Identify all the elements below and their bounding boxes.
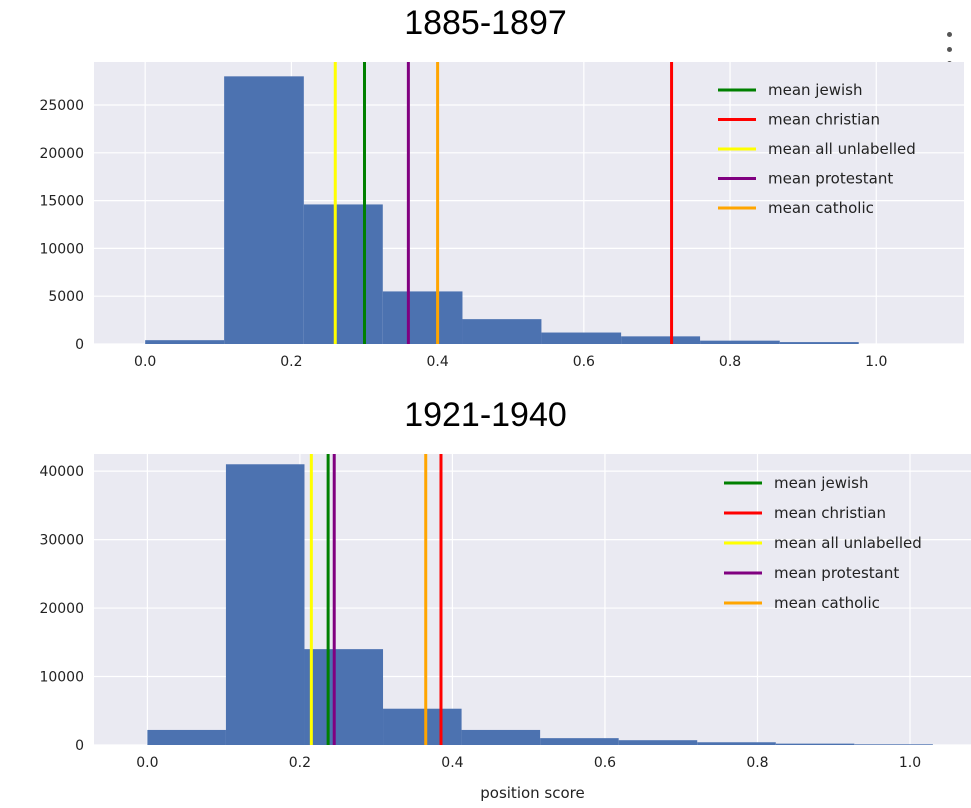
y-tick-label: 20000: [39, 601, 84, 617]
x-tick-label: 0.4: [441, 755, 463, 771]
y-tick-label: 0: [75, 738, 84, 754]
histogram-bar: [540, 738, 619, 745]
legend-label: mean all unlabelled: [768, 140, 916, 158]
x-tick-label: 0.6: [573, 354, 595, 370]
histogram-bar: [779, 342, 859, 344]
chart-title-1: 1885-1897: [404, 4, 567, 42]
x-tick-label: 0.4: [426, 354, 448, 370]
y-tick-label: 10000: [39, 670, 84, 686]
histogram-bar: [224, 76, 304, 344]
x-tick-label: 0.8: [746, 755, 768, 771]
histogram-chart-1921-1940: 0.0 0.2 0.4 0.6 0.8 1.0 0 10000 20000 30000 40000 p…: [39, 454, 971, 802]
y-tick-label: 5000: [48, 289, 84, 305]
histogram-bar: [697, 742, 776, 745]
legend-label: mean protestant: [774, 564, 899, 582]
y-tick-label: 15000: [39, 194, 84, 210]
histogram-bar: [618, 740, 698, 745]
histogram-bar: [304, 649, 384, 745]
histogram-bar: [303, 204, 383, 344]
histogram-bar: [621, 336, 701, 344]
histogram-bar: [700, 340, 780, 344]
x-axis-label: position score: [480, 784, 585, 802]
y-tick-label: 40000: [39, 464, 84, 480]
x-tick-label: 0.8: [719, 354, 741, 370]
x-tick-label: 1.0: [865, 354, 887, 370]
histogram-bar: [383, 708, 462, 745]
legend-label: mean jewish: [774, 474, 868, 492]
histogram-bar: [147, 729, 226, 745]
x-tick-label: 0.0: [134, 354, 156, 370]
x-tick-label: 0.0: [136, 755, 158, 771]
chart-title-2: 1921-1940: [404, 396, 567, 434]
histogram-chart-1885-1897: 0.0 0.2 0.4 0.6 0.8 1.0 0 5000 10000 15000 20000 25…: [39, 62, 964, 370]
histogram-bar: [854, 744, 933, 745]
histogram-bar: [145, 340, 225, 344]
legend-label: mean catholic: [768, 199, 874, 217]
y-tick-label: 10000: [39, 241, 84, 257]
histogram-bar: [461, 729, 541, 745]
histogram-bar: [775, 743, 855, 745]
y-tick-label: 20000: [39, 146, 84, 162]
x-tick-label: 0.2: [280, 354, 302, 370]
y-tick-label: 25000: [39, 98, 84, 114]
x-tick-label: 0.6: [594, 755, 616, 771]
legend-label: mean protestant: [768, 170, 893, 188]
x-tick-label: 0.2: [289, 755, 311, 771]
histogram-bar: [225, 464, 305, 745]
histogram-bar: [541, 332, 622, 344]
y-tick-label: 30000: [39, 533, 84, 549]
legend-label: mean catholic: [774, 594, 880, 612]
legend-label: mean christian: [768, 111, 880, 129]
legend-label: mean christian: [774, 504, 886, 522]
legend-label: mean jewish: [768, 81, 862, 99]
legend-label: mean all unlabelled: [774, 534, 922, 552]
y-tick-label: 0: [75, 337, 84, 353]
histogram-bar: [462, 319, 542, 344]
histogram-bar: [382, 291, 463, 344]
x-tick-label: 1.0: [899, 755, 921, 771]
